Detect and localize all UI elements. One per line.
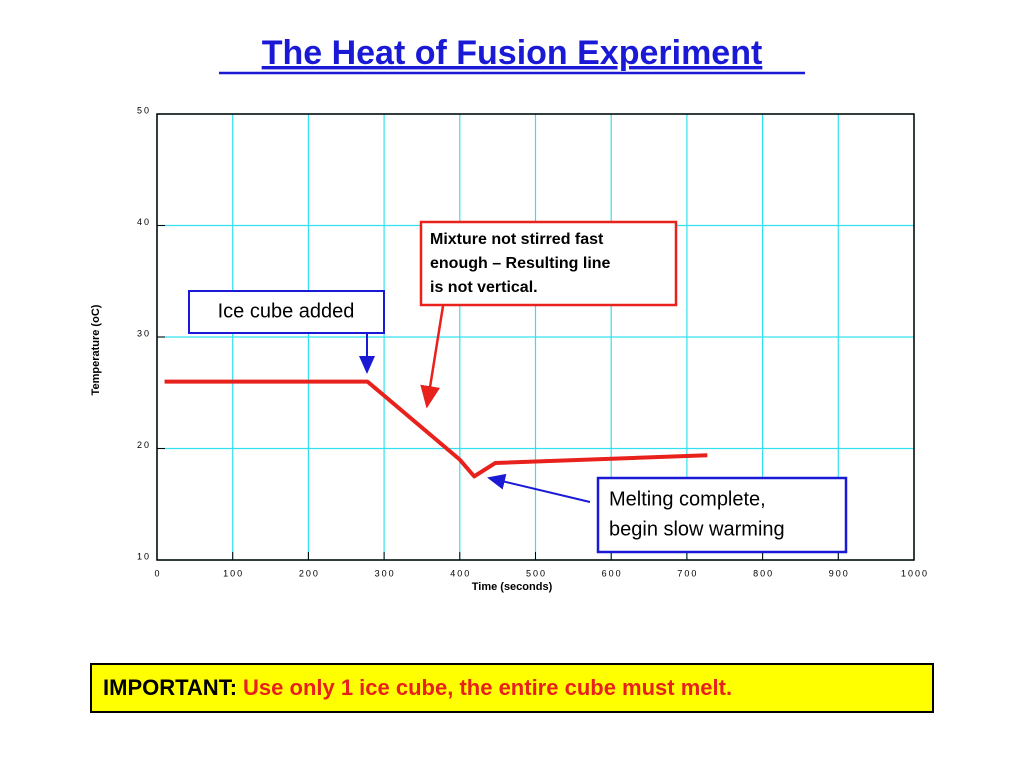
x-tick-label: 500 xyxy=(526,568,547,578)
x-tick-label: 900 xyxy=(829,568,850,578)
x-axis-label: Time (seconds) xyxy=(472,581,553,593)
x-tick-label: 400 xyxy=(450,568,471,578)
x-tick-label: 100 xyxy=(223,568,244,578)
y-axis-label: Temperature (oC) xyxy=(90,304,102,395)
chart-title: The Heat of Fusion Experiment xyxy=(262,34,763,72)
x-tick-label: 700 xyxy=(677,568,698,578)
data-line xyxy=(164,379,708,479)
annotation-box xyxy=(188,290,385,334)
annotation-text: Ice cube added xyxy=(218,300,355,322)
annotation-text: is not vertical. xyxy=(430,279,538,296)
x-tick-label: 800 xyxy=(753,568,774,578)
arrow xyxy=(420,305,445,409)
y-tick-label: 40 xyxy=(137,217,151,227)
arrow xyxy=(487,473,591,503)
annotation-box xyxy=(596,476,848,554)
annotation-text: begin slow warming xyxy=(609,518,785,540)
x-tick-label: 600 xyxy=(602,568,623,578)
annotation-text: enough – Resulting line xyxy=(430,255,611,272)
x-tick-label: 300 xyxy=(375,568,396,578)
y-tick-label: 50 xyxy=(137,105,151,115)
annotation-text: Melting complete, xyxy=(609,488,766,510)
x-tick-label: 200 xyxy=(299,568,320,578)
x-tick-label: 1000 xyxy=(901,568,929,578)
note-box xyxy=(90,663,934,713)
y-tick-label: 10 xyxy=(137,551,151,561)
note-text: Use only 1 ice cube, the entire cube mus… xyxy=(243,675,732,700)
annotation-box xyxy=(419,220,678,307)
plot-frame xyxy=(156,113,915,561)
annotation-text: Mixture not stirred fast xyxy=(430,231,604,248)
x-tick-label: 0 xyxy=(154,568,161,578)
note: IMPORTANT: Use only 1 ice cube, the entir… xyxy=(103,675,732,700)
y-tick-label: 30 xyxy=(137,328,151,338)
note-label: IMPORTANT: xyxy=(103,675,237,700)
y-tick-label: 20 xyxy=(137,440,151,450)
